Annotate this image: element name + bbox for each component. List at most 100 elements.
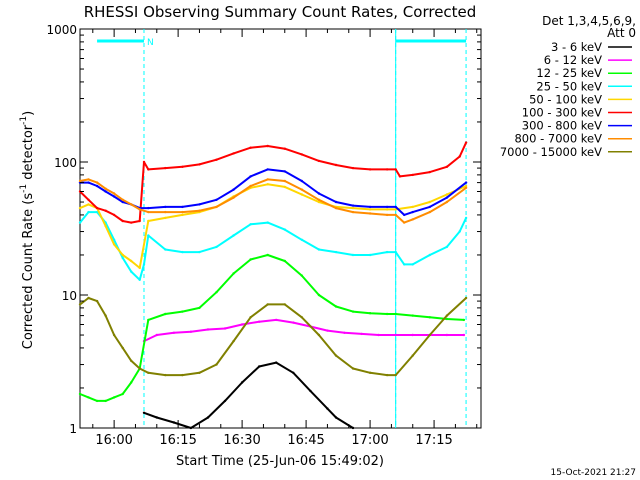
series-point xyxy=(394,213,397,217)
series-point xyxy=(121,392,124,396)
series-point xyxy=(172,331,176,334)
series-point xyxy=(112,238,116,241)
series-point xyxy=(394,168,397,171)
series-point xyxy=(300,238,303,241)
series-point xyxy=(334,206,338,210)
series-point xyxy=(445,245,449,249)
y-axis-label-main: Corrected Count Rate (s xyxy=(21,193,36,350)
series-point xyxy=(215,205,218,209)
series-point xyxy=(292,321,295,324)
series-point xyxy=(181,373,184,377)
series-point xyxy=(189,330,193,333)
series-point xyxy=(351,206,355,210)
legend-label: 25 - 50 keV xyxy=(536,79,602,93)
series-point xyxy=(368,312,372,315)
series-point xyxy=(394,205,397,209)
series-point xyxy=(130,203,133,206)
series-point xyxy=(104,190,107,193)
series-point xyxy=(130,359,133,362)
series-point xyxy=(266,253,269,257)
series-point xyxy=(112,195,116,198)
series-point xyxy=(155,333,158,337)
series-point xyxy=(411,263,414,266)
series-line xyxy=(79,142,468,224)
series-point xyxy=(142,160,146,164)
series-point xyxy=(317,248,321,251)
series-point xyxy=(445,314,449,317)
series-point xyxy=(240,381,244,384)
series-point xyxy=(249,175,252,178)
series-point xyxy=(189,426,193,430)
series-point xyxy=(78,179,82,183)
series-point xyxy=(121,219,124,223)
series-point xyxy=(78,303,82,306)
series-point xyxy=(283,179,286,183)
series-point xyxy=(215,158,218,161)
series-point xyxy=(351,367,355,370)
series-point xyxy=(232,196,235,199)
series-point xyxy=(198,371,201,374)
series-point xyxy=(403,221,406,224)
series-point xyxy=(385,168,389,171)
chart-title: RHESSI Observing Summary Count Rates, Co… xyxy=(84,3,477,21)
series-point xyxy=(249,258,252,261)
series-point xyxy=(343,331,346,334)
series-point xyxy=(464,181,468,184)
series-point xyxy=(351,204,355,207)
series-point xyxy=(121,198,124,201)
series-point xyxy=(130,259,133,263)
series-point xyxy=(258,320,261,323)
series-point xyxy=(445,200,449,204)
series-point xyxy=(428,316,431,319)
series-point xyxy=(368,212,372,215)
series-point xyxy=(215,363,218,366)
series-point xyxy=(164,373,167,377)
series-point xyxy=(275,361,278,364)
x-tick-label: 17:00 xyxy=(351,433,388,448)
series-line xyxy=(143,318,464,343)
series-point xyxy=(300,188,303,191)
y-tick-label: 1000 xyxy=(46,23,77,37)
legend-label: 12 - 25 keV xyxy=(536,66,602,80)
series-point xyxy=(360,332,363,336)
series-point xyxy=(464,186,468,189)
series-point xyxy=(164,248,167,251)
series-point xyxy=(411,314,414,317)
y-axis-label-end: ) xyxy=(21,111,36,116)
series-point xyxy=(334,250,338,254)
series-point xyxy=(394,250,397,254)
series-point xyxy=(283,147,286,150)
series-point xyxy=(164,312,167,316)
series-point xyxy=(317,198,321,201)
series-point xyxy=(300,153,303,156)
series-point xyxy=(411,210,414,214)
series-point xyxy=(95,181,99,184)
series-point xyxy=(198,163,201,166)
series-point xyxy=(428,253,431,257)
series-point xyxy=(283,259,286,263)
series-point xyxy=(283,228,286,231)
series-point xyxy=(87,178,90,181)
axes-layer: 1 10 100 1000 16:00 16:15 16:30 16:45 17:00 17:15 xyxy=(46,23,481,448)
series-point xyxy=(147,234,150,237)
series-point xyxy=(138,367,141,370)
series-point xyxy=(95,399,99,403)
series-point xyxy=(95,299,99,303)
series-point xyxy=(394,333,397,337)
series-point xyxy=(428,210,431,214)
series-point xyxy=(368,168,372,171)
series-point xyxy=(142,411,146,414)
series-point xyxy=(258,365,261,368)
series-point xyxy=(428,170,431,174)
series-point xyxy=(206,416,210,419)
legend-label: 7000 - 15000 keV xyxy=(500,145,602,159)
series-point xyxy=(464,216,468,220)
series-point xyxy=(215,245,218,249)
series-point xyxy=(464,184,468,188)
series-line xyxy=(143,361,354,429)
series-point xyxy=(368,253,372,257)
series-point xyxy=(326,407,329,410)
series-point xyxy=(385,208,389,211)
